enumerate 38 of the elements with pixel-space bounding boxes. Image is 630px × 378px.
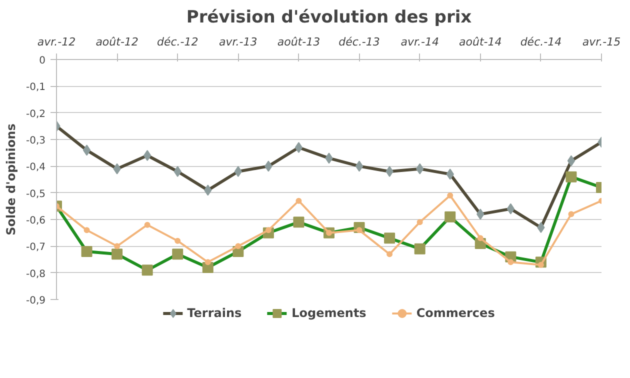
x-tick-label: avr.-13 bbox=[219, 36, 258, 48]
y-tick-label: -0,8 bbox=[26, 268, 46, 280]
point bbox=[235, 243, 242, 250]
x-tick-label: août-12 bbox=[96, 36, 138, 48]
legend-label: Logements bbox=[292, 306, 366, 320]
x-tick-label: août-14 bbox=[459, 36, 502, 48]
x-tick-label: avr.-14 bbox=[400, 36, 439, 48]
point bbox=[508, 259, 514, 266]
x-tick-label: déc.-13 bbox=[338, 36, 380, 48]
point bbox=[416, 219, 423, 226]
point bbox=[114, 243, 120, 250]
point bbox=[174, 238, 181, 244]
x-tick-label: déc.-12 bbox=[156, 36, 198, 48]
y-tick-label: -0,2 bbox=[26, 108, 46, 120]
y-tick-label: -0,1 bbox=[26, 82, 46, 94]
legend-label: Commerces bbox=[416, 306, 495, 320]
point bbox=[568, 211, 574, 218]
point bbox=[386, 251, 393, 258]
x-tick-label: avr.-15 bbox=[582, 36, 621, 48]
y-tick-label: 0 bbox=[39, 56, 46, 66]
point bbox=[144, 222, 150, 228]
point bbox=[477, 235, 484, 242]
x-tick-label: avr.-12 bbox=[37, 36, 76, 48]
y-tick-label: -0,4 bbox=[26, 162, 46, 174]
point bbox=[204, 259, 211, 266]
y-tick-label: -0,6 bbox=[26, 216, 46, 226]
legend-label: Terrains bbox=[187, 306, 242, 320]
y-tick-label: -0,3 bbox=[26, 136, 46, 146]
point bbox=[84, 227, 90, 234]
y-tick-label: -0,5 bbox=[26, 188, 46, 200]
point bbox=[447, 192, 454, 198]
x-tick-label: août-13 bbox=[277, 36, 320, 48]
y-tick-label: -0,9 bbox=[26, 296, 46, 306]
point bbox=[296, 198, 302, 204]
y-tick-label: -0,7 bbox=[26, 242, 46, 254]
chart-title: Prévision d'évolution des prix bbox=[186, 8, 472, 28]
x-tick-label: déc.-14 bbox=[520, 36, 562, 48]
y-axis-title: Solde d'opinions bbox=[4, 124, 18, 236]
